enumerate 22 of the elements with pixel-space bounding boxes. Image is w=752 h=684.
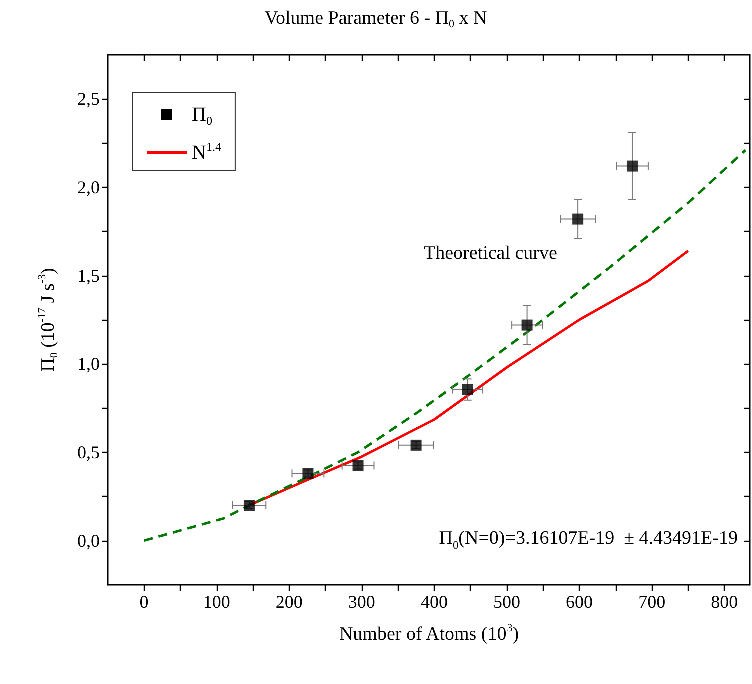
annotation: Π$_{0}$(N=0)=3.16107E-19 ± 4.43491E-19 <box>439 528 738 554</box>
x-tick-label: 300 <box>348 592 376 612</box>
y-tick-label: 2,0 <box>78 178 100 198</box>
y-tick-label: 2,5 <box>78 89 100 110</box>
annotation: Theoretical curve <box>424 243 558 265</box>
point <box>522 320 533 331</box>
x-tick-label: 500 <box>493 592 520 612</box>
y-axis-title: Π0 (10-17 J s-3) <box>36 268 60 372</box>
y-tick-label: 1,5 <box>78 266 100 286</box>
point <box>572 214 584 225</box>
y-tick-label: 0,5 <box>78 442 100 462</box>
x-tick-label: 100 <box>203 592 230 612</box>
y-tick-label: 0,0 <box>78 530 100 551</box>
x-tick-label: 600 <box>566 592 594 612</box>
point <box>462 384 474 396</box>
x-tick-label: 700 <box>638 592 666 612</box>
x-tick-label: 800 <box>711 592 738 612</box>
point <box>626 160 638 172</box>
x-tick-label: 400 <box>420 592 448 612</box>
y-tick-label: 1,0 <box>78 354 100 374</box>
x-tick-label: 200 <box>276 592 303 612</box>
x-tick-label: 0 <box>140 592 149 612</box>
